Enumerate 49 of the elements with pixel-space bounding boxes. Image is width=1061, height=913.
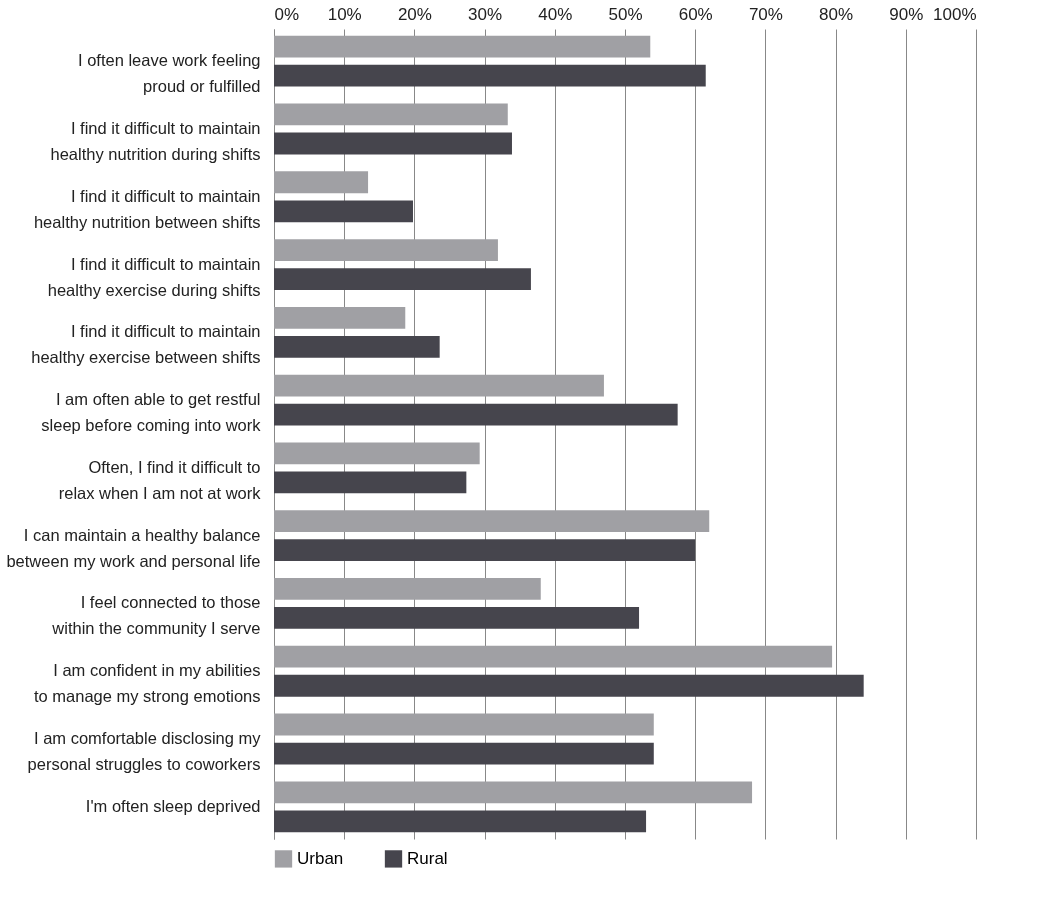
y-tick-label: I find it difficult to maintain healthy nutrition between shifts: [33, 186, 261, 231]
bar: [274, 645, 833, 668]
bar: [274, 239, 498, 261]
y-tick-label: I am comfortable disclosing my personal struggles to coworkers: [27, 729, 262, 774]
y-tick-label: I find it difficult to maintain healthy exercise between shifts: [31, 322, 261, 367]
y-tick-label: I find it difficult to maintain healthy nutrition during shifts: [50, 118, 261, 163]
bar: [274, 781, 753, 804]
bar: [274, 403, 678, 426]
y-tick-label: I find it difficult to maintain healthy exercise during shifts: [47, 254, 261, 299]
bar: [274, 306, 406, 329]
bar: [274, 64, 706, 87]
bar: [274, 607, 640, 629]
bar: [274, 171, 369, 194]
y-tick-label: Often, I find it difficult to relax when I am not at work: [58, 457, 262, 502]
x-tick-label: 30%: [468, 4, 503, 24]
x-tick-label: 50%: [608, 4, 643, 24]
bar: [274, 510, 710, 533]
bar: [274, 35, 651, 58]
bar: [274, 674, 864, 697]
bar: [274, 810, 647, 833]
x-tick-label: 10%: [327, 4, 362, 24]
x-tick-label: 0%: [274, 4, 300, 24]
y-tick-label: I feel connected to those within the community I serve: [51, 593, 261, 638]
bar: [274, 539, 696, 562]
bar: [274, 713, 654, 736]
x-tick-label: 80%: [819, 4, 854, 24]
bar: [274, 442, 480, 465]
y-tick-label: I can maintain a healthy balance between my work and personal life: [6, 525, 261, 570]
bar: [274, 374, 604, 397]
legend-label: Urban: [297, 848, 344, 868]
bar: [274, 742, 654, 765]
y-tick-label: I'm often sleep deprived: [85, 796, 261, 815]
x-tick-label: 40%: [538, 4, 573, 24]
x-tick-label: 20%: [397, 4, 432, 24]
x-tick-label: 60%: [678, 4, 713, 24]
x-tick-label: 70%: [748, 4, 783, 24]
y-tick-label: I am often able to get restful sleep before coming into work: [41, 390, 262, 435]
y-tick-label: I often leave work feeling proud or fulfilled: [77, 51, 261, 96]
x-tick-label: 100%: [933, 4, 977, 24]
y-tick-label: I am confident in my abilities to manage my strong emotions: [33, 661, 261, 706]
x-tick-label: 90%: [889, 4, 924, 24]
bar: [274, 200, 413, 223]
bar: [274, 103, 508, 126]
bar: [274, 578, 541, 600]
bar: [274, 268, 531, 290]
bar: [274, 471, 467, 494]
legend-label: Rural: [407, 848, 448, 868]
bar: [274, 132, 512, 155]
bar: [274, 335, 440, 358]
